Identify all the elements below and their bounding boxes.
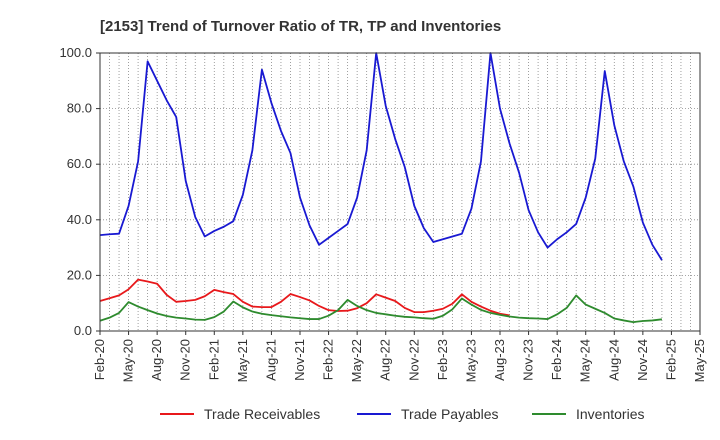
x-tick-label: Feb-25	[663, 339, 678, 380]
y-tick-label: 40.0	[67, 212, 92, 227]
x-tick-label: Feb-20	[92, 339, 107, 380]
y-tick-label: 20.0	[67, 267, 92, 282]
x-tick-label: May-23	[463, 339, 478, 382]
x-tick-label: May-24	[578, 339, 593, 382]
x-tick-label: Nov-20	[178, 339, 193, 381]
x-tick-label: May-25	[692, 339, 707, 382]
x-tick-label: Aug-21	[263, 339, 278, 381]
legend-label-inventories: Inventories	[576, 406, 644, 422]
grid	[100, 53, 700, 331]
y-axis: 0.0 20.0 40.0 60.0 80.0 100.0	[59, 45, 100, 338]
x-tick-label: Nov-24	[635, 339, 650, 381]
x-tick-label: May-21	[235, 339, 250, 382]
series-line-trade-payables	[99, 52, 663, 261]
y-tick-label: 100.0	[59, 45, 92, 60]
x-tick-label: Aug-22	[378, 339, 393, 381]
legend: Trade Receivables Trade Payables Inventori…	[160, 406, 644, 422]
y-tick-label: 80.0	[67, 101, 92, 116]
x-tick-label: Aug-20	[149, 339, 164, 381]
x-tick-label: Nov-23	[521, 339, 536, 381]
chart-title: [2153] Trend of Turnover Ratio of TR, TP…	[100, 18, 501, 35]
y-tick-label: 60.0	[67, 156, 92, 171]
plot-frame	[99, 52, 701, 332]
series-line-trade-receivables	[99, 278, 510, 317]
x-tick-label: May-22	[349, 339, 364, 382]
series-lines	[99, 52, 663, 324]
y-tick-label: 0.0	[74, 323, 92, 338]
x-tick-label: Aug-23	[492, 339, 507, 381]
x-tick-label: Feb-23	[435, 339, 450, 380]
x-tick-label: Aug-24	[606, 339, 621, 381]
x-tick-label: Nov-22	[406, 339, 421, 381]
x-tick-label: Feb-21	[206, 339, 221, 380]
series-line-inventories	[99, 294, 663, 324]
x-tick-label: Feb-24	[549, 339, 564, 380]
x-tick-label: Nov-21	[292, 339, 307, 381]
x-tick-label: Feb-22	[321, 339, 336, 380]
legend-label-trade-payables: Trade Payables	[401, 406, 499, 422]
x-axis: Feb-20 May-20 Aug-20 Nov-20 Feb-21 May-21 Aug-…	[92, 331, 707, 382]
x-tick-label: May-20	[121, 339, 136, 382]
legend-label-trade-receivables: Trade Receivables	[204, 406, 320, 422]
